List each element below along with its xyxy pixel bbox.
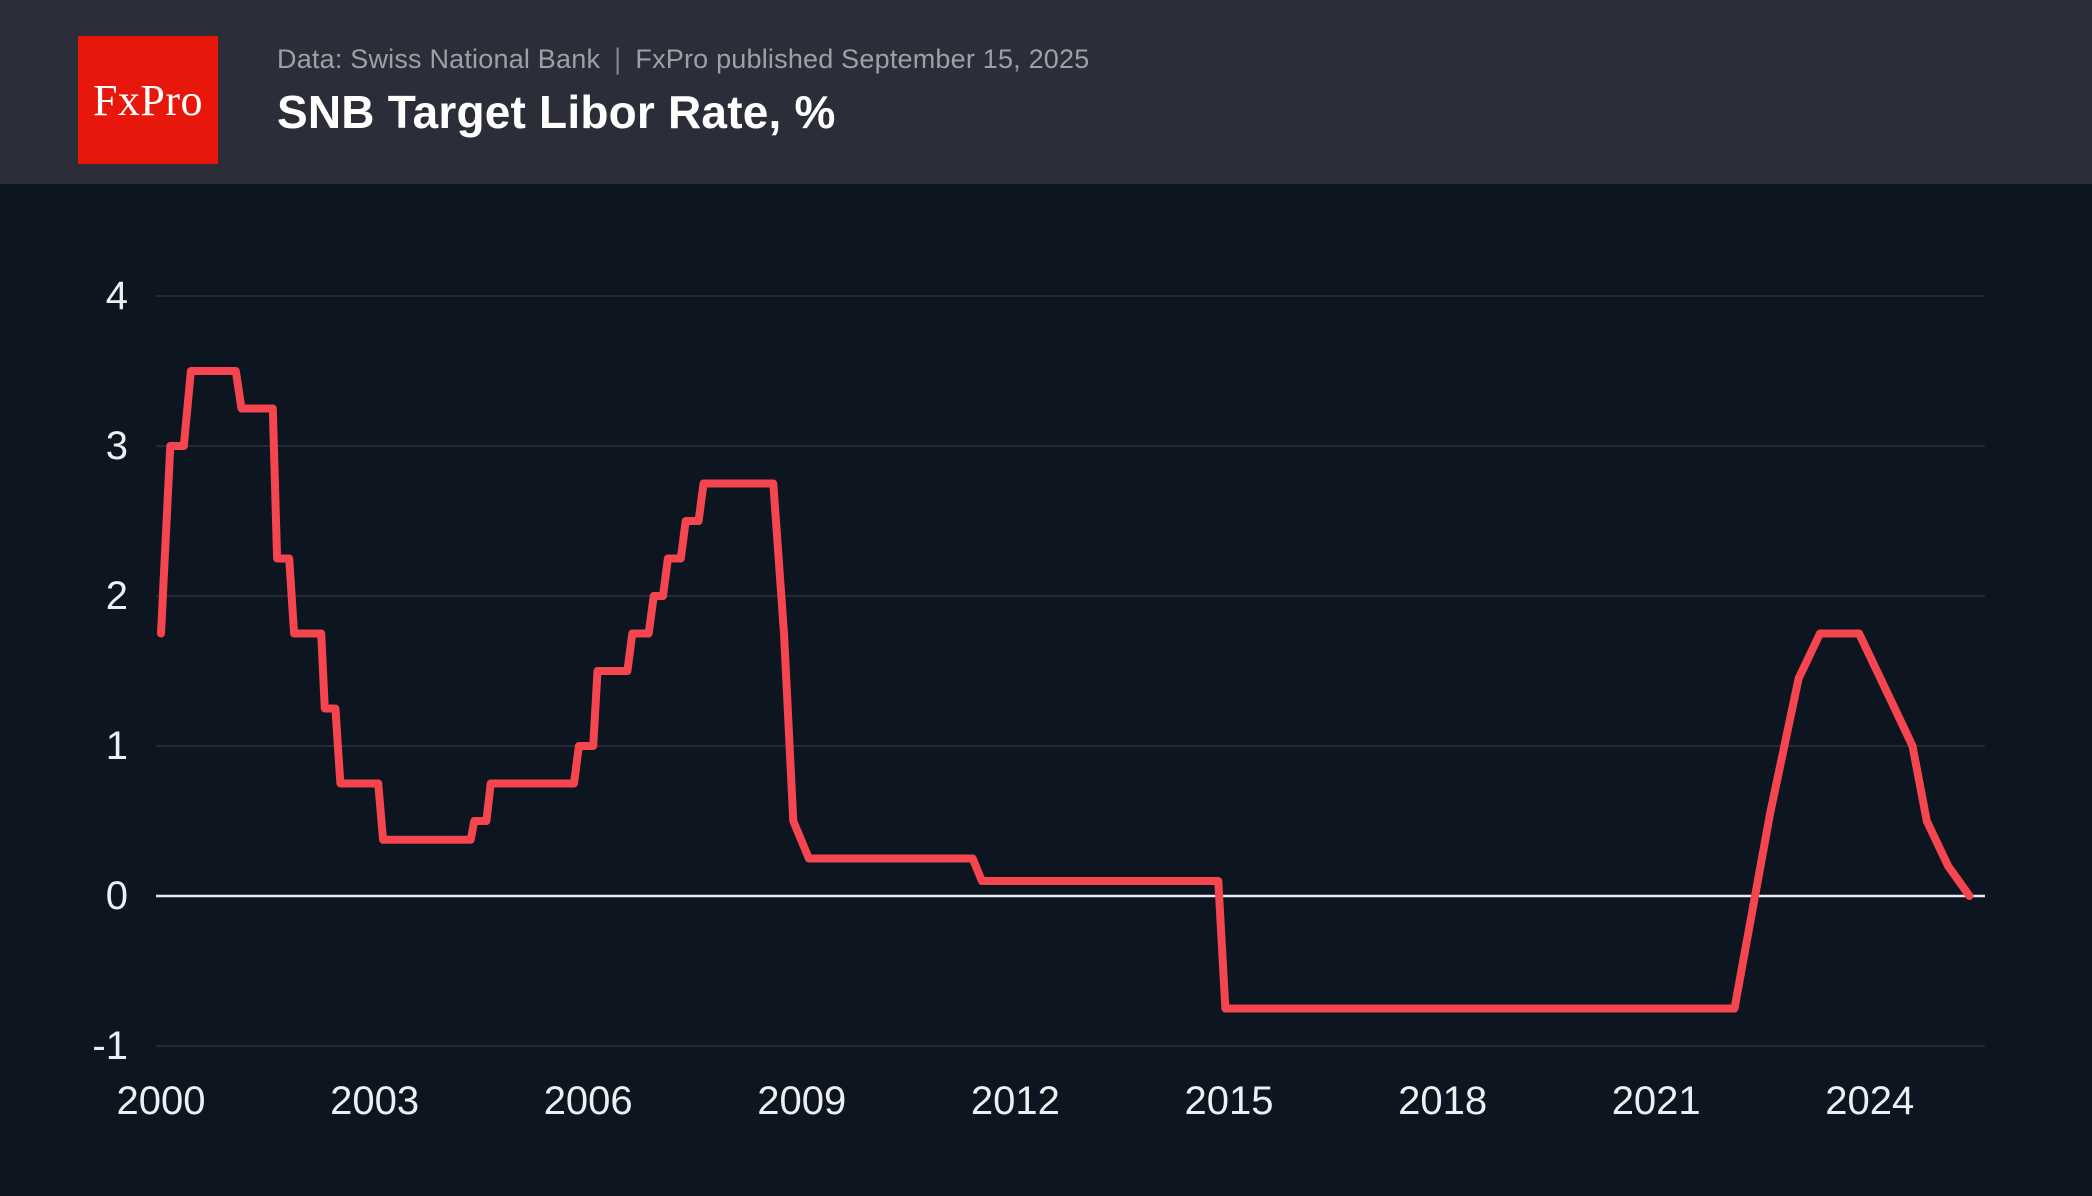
x-axis-tick-label: 2009 [757,1079,847,1123]
header-text-block: Data: Swiss National Bank | FxPro publis… [277,43,1090,139]
chart-source-line: Data: Swiss National Bank | FxPro publis… [277,43,1090,75]
x-axis-tick-label: 2018 [1398,1079,1488,1123]
y-axis-tick-label: 3 [105,424,128,468]
x-axis-tick-label: 2006 [543,1079,633,1123]
chart-area: 4 3 2 1 0 -1 2000 2003 2006 2009 2012 2015 2018 2021… [0,184,2092,1196]
x-axis-tick-label: 2012 [970,1079,1060,1123]
y-axis-tick-label: 4 [105,274,128,318]
y-axis-tick-label: 0 [105,874,128,918]
x-axis-tick-label: 2003 [330,1079,420,1123]
chart-title: SNB Target Libor Rate, % [277,86,836,138]
data-source-label: Data: Swiss National Bank [277,44,601,74]
subtitle-separator: | [614,43,622,75]
y-axis-tick-label: 2 [105,574,128,618]
y-axis-tick-label: 1 [105,724,128,768]
rate-line [157,367,1974,1013]
rate-line-chart [156,295,1985,1047]
header-bar: FxPro Data: Swiss National Bank | FxPro … [0,0,2092,184]
x-axis-tick-label: 2024 [1825,1079,1915,1123]
x-axis-tick-label: 2021 [1611,1079,1701,1123]
y-axis-tick-label: -1 [92,1024,128,1068]
x-axis-tick-label: 2000 [116,1079,206,1123]
fxpro-logo-text: FxPro [92,75,204,125]
x-axis-tick-label: 2015 [1184,1079,1274,1123]
fxpro-logo: FxPro [78,36,218,164]
published-label: FxPro published September 15, 2025 [635,44,1090,74]
